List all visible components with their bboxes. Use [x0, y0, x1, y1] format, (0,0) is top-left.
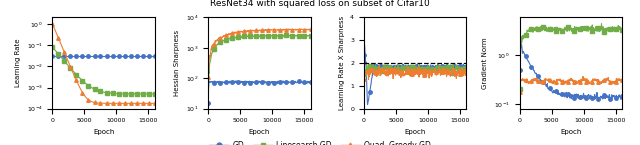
Legend: GD, Linesearch GD, Quad. Greedy GD: GD, Linesearch GD, Quad. Greedy GD [206, 138, 434, 145]
Y-axis label: Learning Rate: Learning Rate [15, 39, 21, 87]
Y-axis label: Hessian Sharpness: Hessian Sharpness [174, 30, 180, 96]
Y-axis label: Gradient Norm: Gradient Norm [483, 37, 488, 89]
X-axis label: Epoch: Epoch [249, 129, 270, 135]
X-axis label: Epoch: Epoch [560, 129, 582, 135]
X-axis label: Epoch: Epoch [93, 129, 115, 135]
X-axis label: Epoch: Epoch [404, 129, 426, 135]
Text: ResNet34 with squared loss on subset of Cifar10: ResNet34 with squared loss on subset of … [210, 0, 430, 8]
Y-axis label: Learning Rate X Sharpness: Learning Rate X Sharpness [339, 16, 344, 110]
